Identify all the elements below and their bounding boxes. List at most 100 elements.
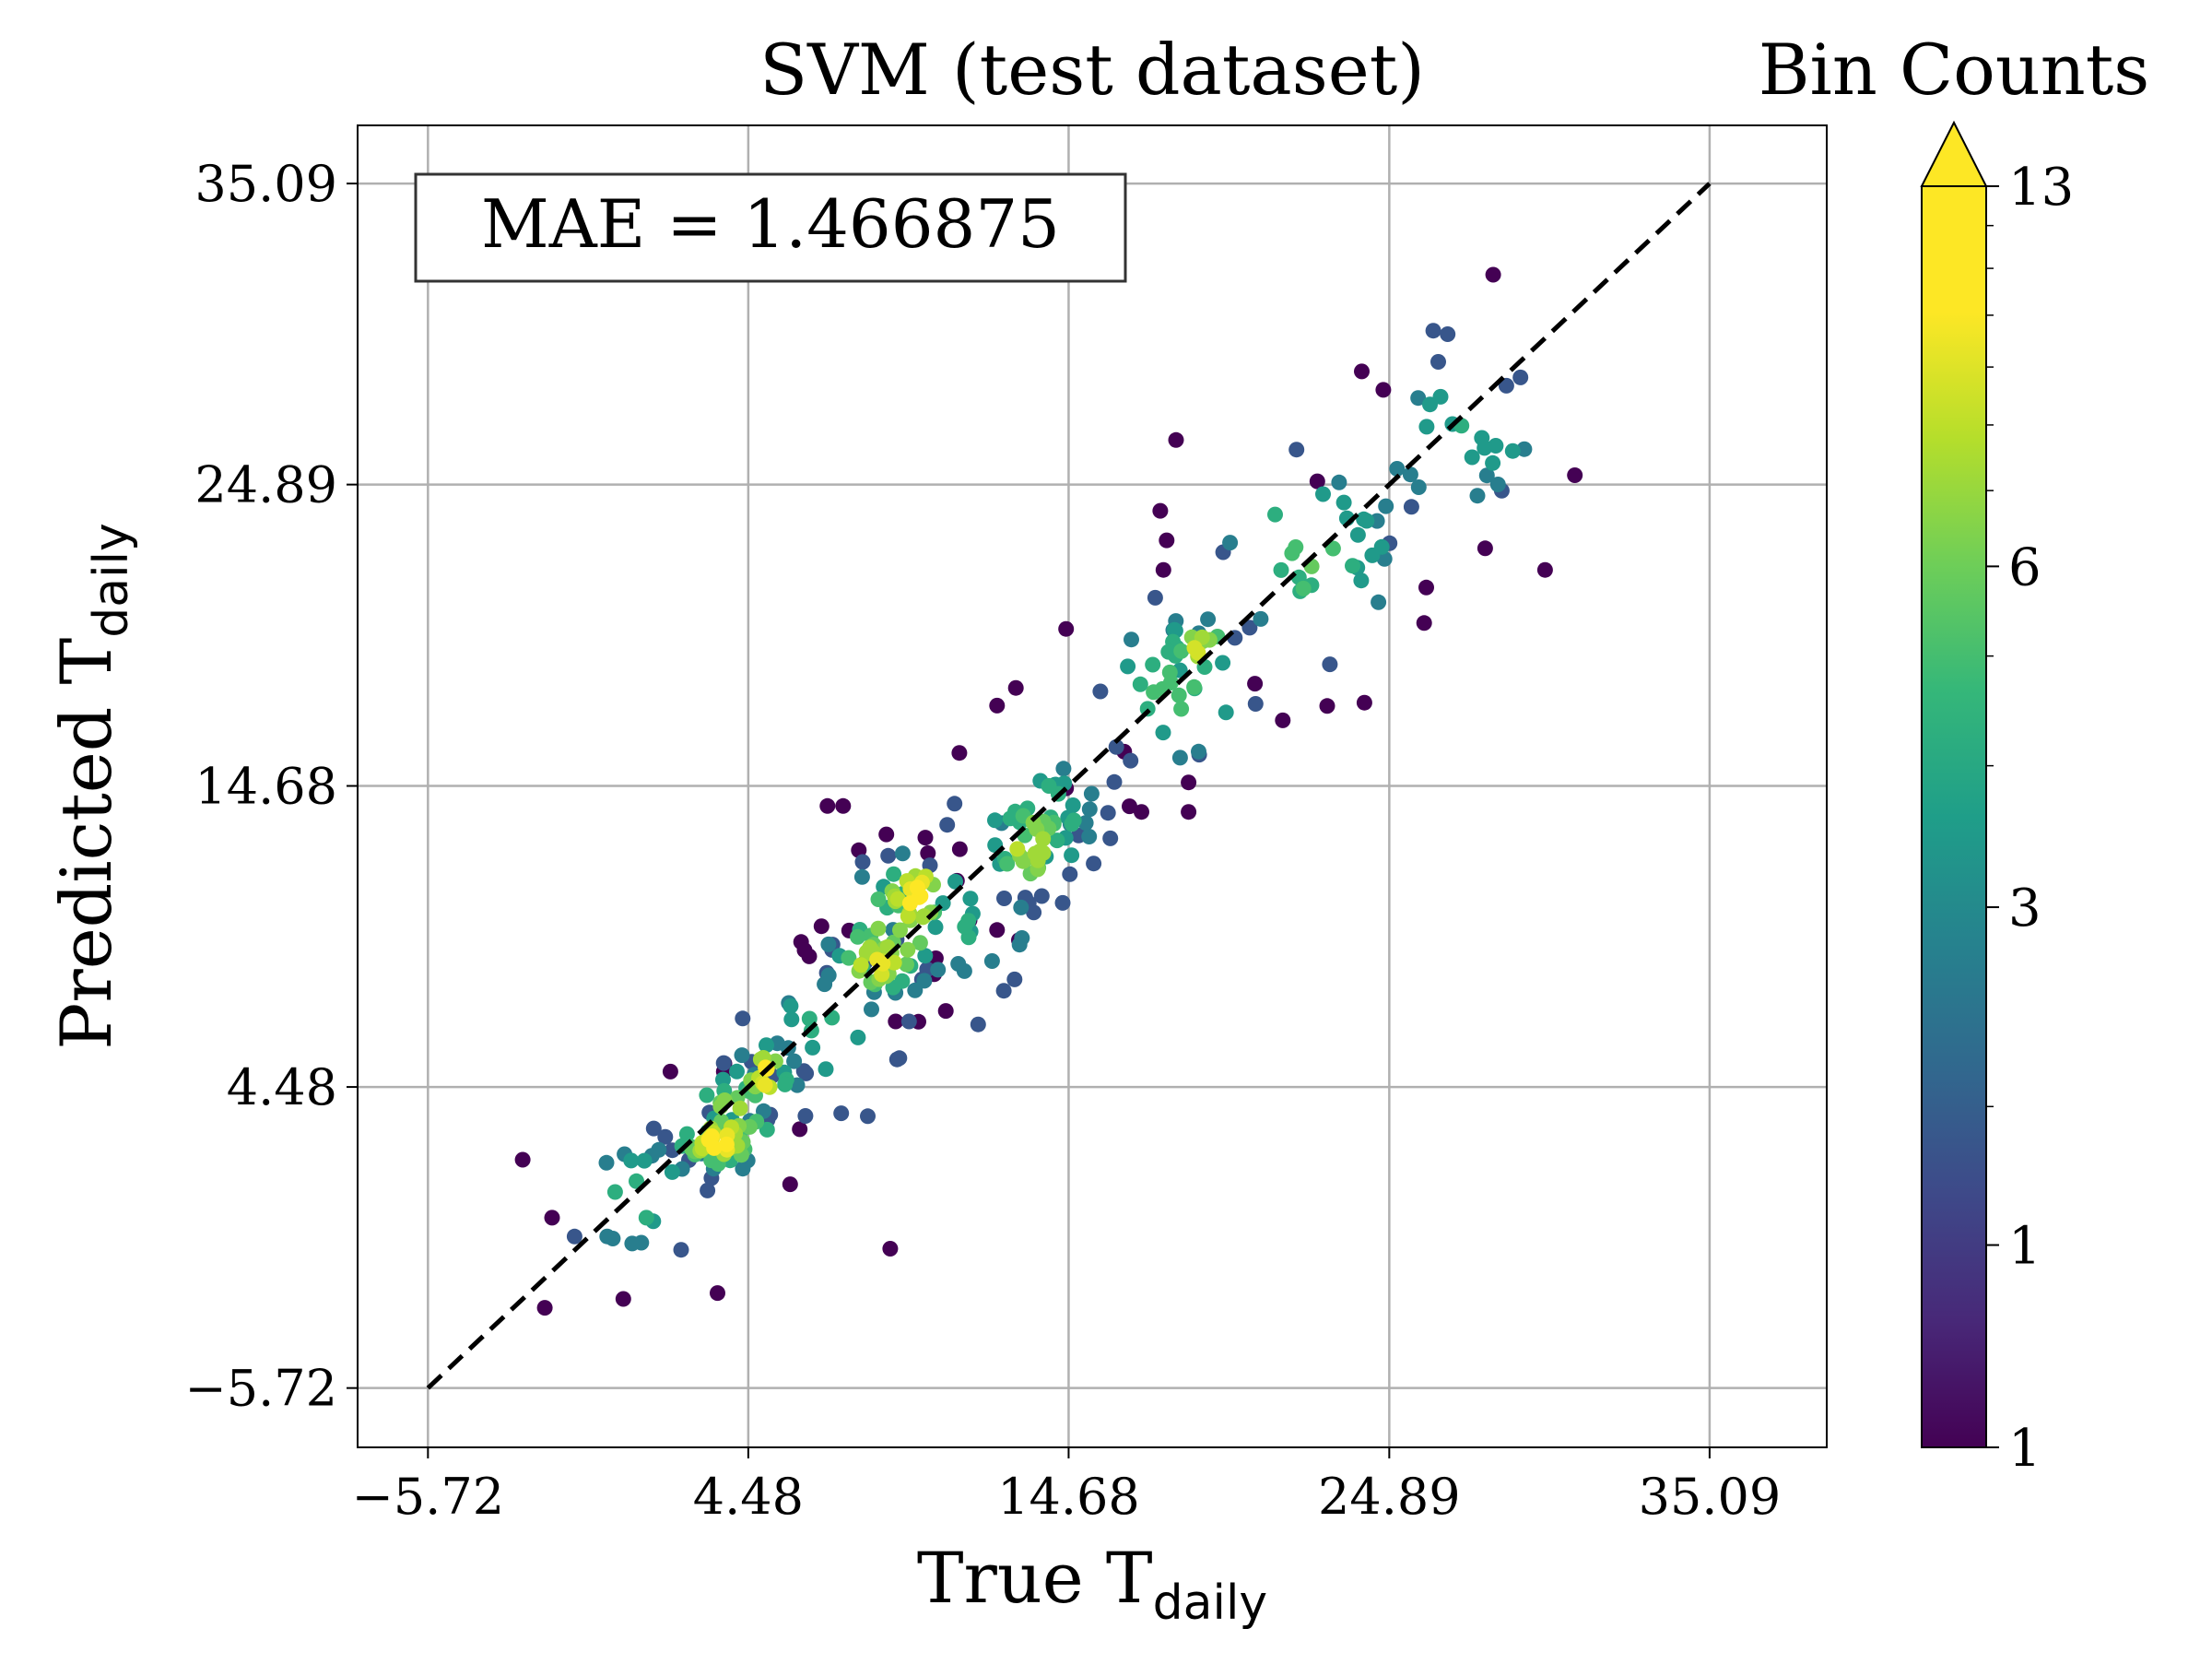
- data-point: [1086, 856, 1102, 872]
- data-point: [638, 1210, 654, 1226]
- y-axis-label-base: Predicted T: [45, 638, 127, 1050]
- data-point: [1349, 526, 1366, 543]
- data-point: [1035, 831, 1052, 847]
- data-point: [1425, 323, 1441, 339]
- data-point: [1512, 369, 1529, 385]
- data-point: [1108, 738, 1124, 755]
- data-point: [623, 1152, 640, 1169]
- data-point: [1171, 687, 1187, 703]
- data-point: [1478, 467, 1495, 484]
- data-point: [1319, 698, 1335, 714]
- data-point: [798, 1065, 815, 1081]
- data-point: [818, 1061, 834, 1078]
- data-point: [1215, 655, 1231, 671]
- data-point: [1359, 513, 1375, 529]
- data-point: [1432, 388, 1449, 405]
- data-point: [813, 918, 830, 935]
- y-tick-label: 35.09: [194, 155, 337, 213]
- data-point: [1026, 904, 1042, 921]
- y-tick-label: 24.89: [194, 456, 337, 514]
- data-point: [1222, 535, 1239, 551]
- data-point: [1155, 561, 1171, 578]
- data-point: [909, 879, 925, 896]
- data-point: [1477, 540, 1493, 557]
- data-point: [889, 891, 906, 907]
- data-point: [1288, 442, 1305, 458]
- data-point: [899, 956, 914, 973]
- data-point: [999, 856, 1016, 872]
- data-point: [833, 1105, 850, 1122]
- data-point: [1309, 473, 1325, 490]
- mae-annotation: MAE = 1.466875: [481, 185, 1060, 263]
- data-point: [1273, 561, 1289, 578]
- data-point: [759, 1121, 775, 1138]
- y-tick-label: −5.72: [185, 1360, 337, 1418]
- data-point: [645, 1120, 662, 1137]
- data-point: [927, 919, 944, 936]
- data-point: [1186, 679, 1203, 695]
- data-point: [835, 797, 852, 814]
- data-point: [1055, 761, 1072, 777]
- data-point: [1106, 773, 1123, 790]
- data-point: [1247, 696, 1264, 712]
- data-point: [1062, 866, 1078, 882]
- data-point: [715, 1055, 732, 1071]
- data-point: [1247, 676, 1264, 692]
- data-point: [850, 928, 866, 945]
- data-point: [633, 1234, 650, 1251]
- data-point: [951, 841, 968, 857]
- data-point: [1241, 620, 1258, 636]
- data-point: [1489, 477, 1506, 492]
- data-point: [817, 976, 833, 993]
- data-point: [718, 1136, 735, 1152]
- data-point: [759, 1037, 774, 1054]
- data-point: [995, 983, 1012, 999]
- data-point: [1007, 679, 1024, 696]
- identity-reference-line: [426, 182, 1712, 1390]
- data-point: [700, 1182, 716, 1198]
- data-point: [796, 942, 813, 959]
- data-point: [912, 935, 928, 951]
- data-point: [1218, 704, 1234, 721]
- colorbar-tick-label: 13: [2008, 158, 2074, 218]
- data-point: [657, 1128, 674, 1145]
- data-point: [1345, 558, 1360, 574]
- data-point: [1335, 494, 1352, 511]
- data-point: [1376, 550, 1393, 567]
- data-point: [1147, 589, 1163, 606]
- data-point: [1378, 498, 1394, 514]
- data-point: [729, 1063, 745, 1080]
- y-axis-label: Predicted Tdaily: [45, 523, 139, 1050]
- grid: [358, 125, 1827, 1447]
- data-point: [1181, 774, 1197, 791]
- data-point: [983, 953, 1000, 969]
- data-point: [1160, 643, 1177, 660]
- data-point: [1173, 701, 1190, 717]
- data-point: [710, 1285, 725, 1302]
- data-point: [886, 866, 902, 882]
- data-point: [1410, 479, 1427, 495]
- mae-annotation-box: [414, 172, 1127, 283]
- data-point: [606, 1184, 623, 1200]
- data-point: [907, 982, 924, 998]
- data-point: [853, 957, 869, 974]
- data-point: [860, 1108, 876, 1125]
- data-point: [1485, 266, 1501, 283]
- data-point: [598, 1154, 615, 1171]
- data-point: [797, 1108, 814, 1124]
- data-point: [882, 1241, 899, 1257]
- data-point: [1102, 830, 1119, 846]
- data-point: [951, 745, 968, 761]
- y-tick-label: 4.48: [227, 1058, 337, 1116]
- y-axis-label-subscript: daily: [84, 523, 139, 638]
- data-point: [1324, 540, 1341, 557]
- data-point: [1474, 430, 1490, 446]
- data-point: [947, 873, 963, 890]
- data-point: [1469, 488, 1486, 504]
- data-point: [900, 941, 916, 958]
- data-point: [706, 1139, 723, 1156]
- data-point: [1418, 579, 1434, 596]
- data-point: [1403, 499, 1419, 515]
